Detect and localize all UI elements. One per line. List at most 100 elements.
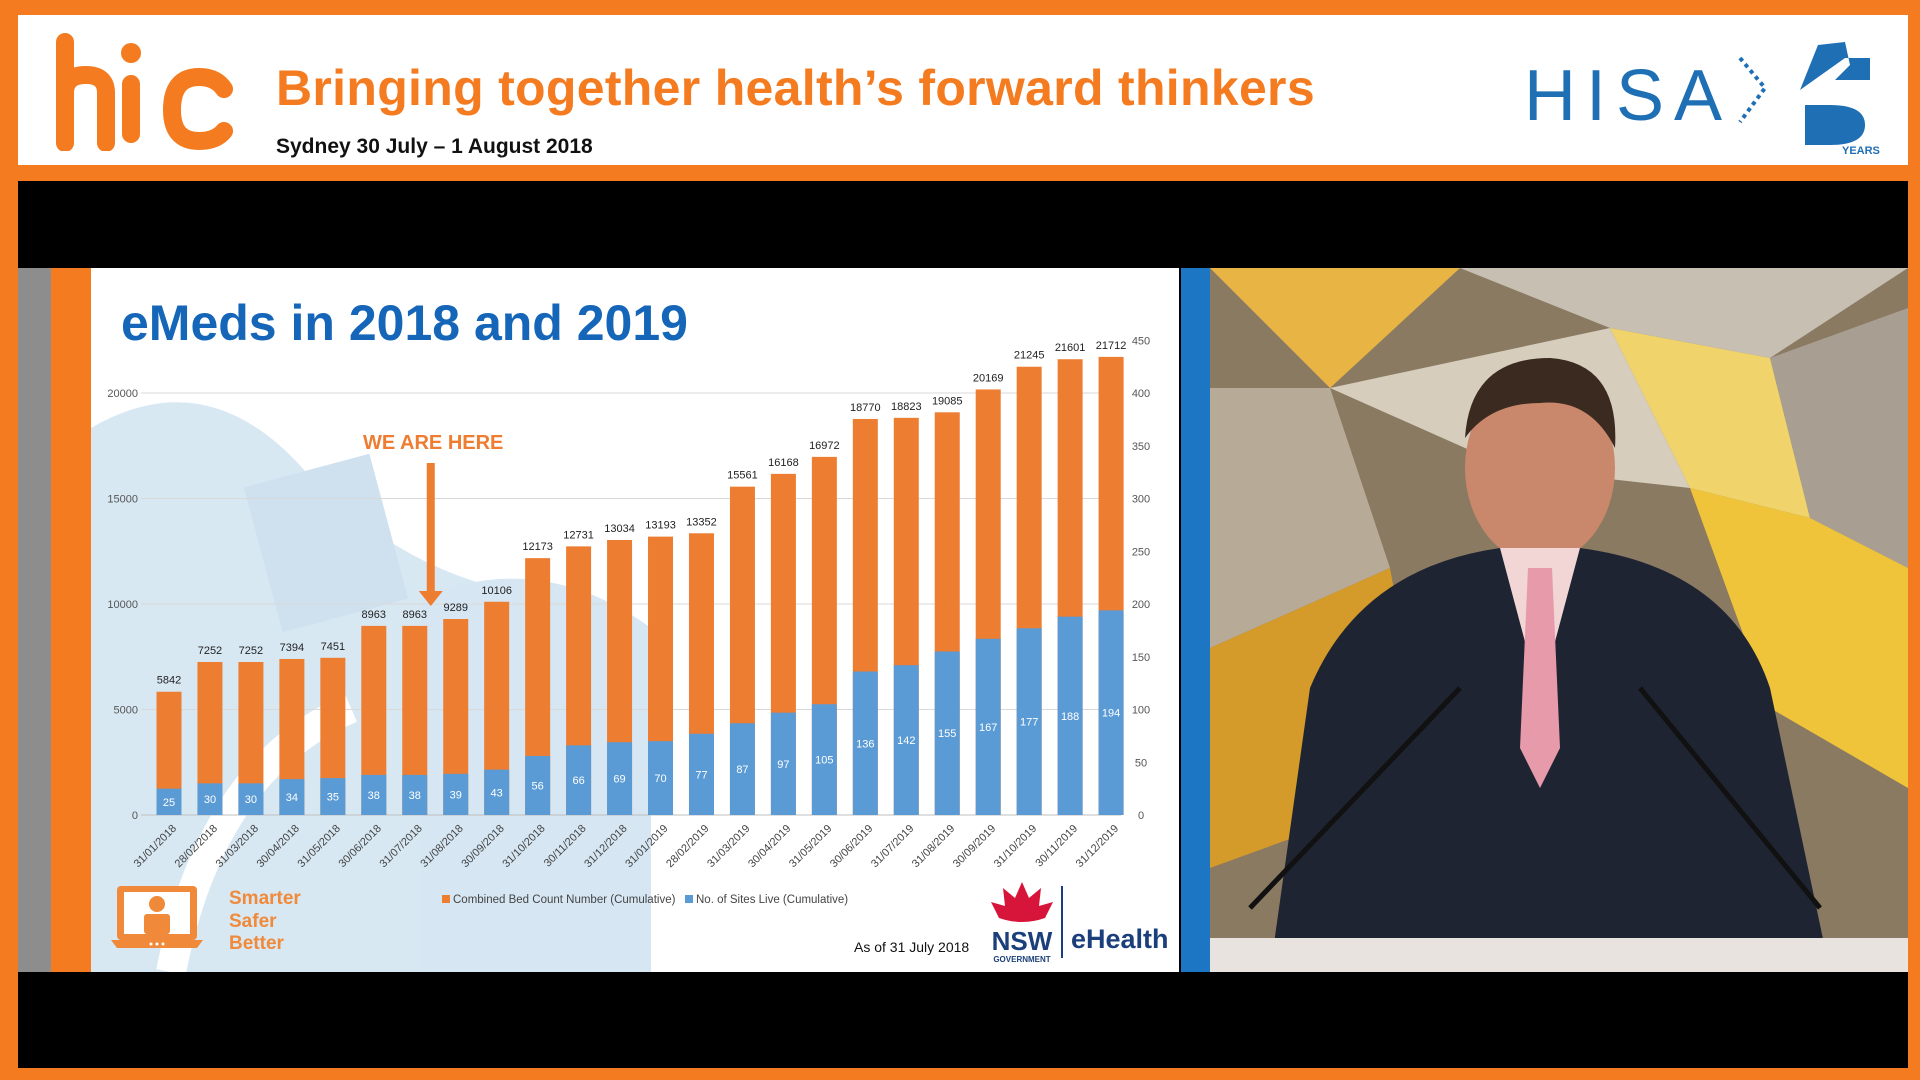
bed-count-label: 9289 [443, 602, 467, 614]
bed-count-label: 16972 [809, 440, 840, 452]
as-of-date: As of 31 July 2018 [854, 939, 970, 955]
y-right-tick-label: 300 [1132, 494, 1150, 506]
bed-count-label: 21712 [1096, 340, 1127, 352]
sites-live-label: 142 [897, 735, 915, 747]
bed-count-label: 8963 [362, 609, 386, 621]
bed-count-label: 7451 [321, 641, 345, 653]
sites-live-bar [279, 779, 305, 815]
y-right-tick-label: 450 [1132, 335, 1150, 347]
x-tick-label: 30/04/2018 [255, 823, 302, 870]
y-left-tick-label: 10000 [107, 599, 138, 611]
sites-live-label: 70 [654, 773, 666, 785]
sites-live-label: 30 [245, 794, 257, 806]
legend-swatch-orange [442, 895, 450, 903]
x-tick-label: 31/03/2018 [214, 823, 261, 870]
sites-live-bar [320, 778, 346, 815]
legend-swatch-blue [685, 895, 693, 903]
y-right-tick-label: 350 [1132, 441, 1150, 453]
sites-live-label: 188 [1061, 711, 1079, 723]
x-tick-label: 31/05/2019 [787, 823, 834, 870]
sites-live-label: 34 [286, 792, 298, 804]
x-tick-label: 31/12/2019 [1074, 823, 1121, 870]
y-right-tick-label: 400 [1132, 388, 1150, 400]
sites-live-bar [934, 651, 960, 815]
sites-live-label: 77 [695, 769, 707, 781]
sites-live-label: 97 [777, 759, 789, 771]
laptop-doctor-icon [111, 886, 203, 948]
y-right-tick-label: 50 [1135, 757, 1147, 769]
sites-live-label: 35 [327, 792, 339, 804]
sites-live-bar [811, 704, 837, 815]
sites-live-bar [852, 671, 878, 815]
ehealth-brand: eHealth [1071, 924, 1169, 954]
y-left-tick-label: 5000 [114, 705, 138, 717]
bed-count-label: 18770 [850, 402, 881, 414]
emeds-chart: 0 5000 10000 15000 20000 0 50 100 150 200 250 300 35… [107, 335, 1150, 870]
x-tick-label: 30/09/2018 [459, 823, 506, 870]
annotation-arrow-shaft [426, 463, 435, 593]
x-tick-label: 30/11/2019 [1033, 823, 1080, 870]
bed-count-label: 7394 [280, 642, 304, 654]
legend-sites-live: No. of Sites Live (Cumulative) [685, 894, 848, 906]
sites-live-bar [197, 783, 223, 815]
y-right-tick-label: 250 [1132, 546, 1150, 558]
x-tick-label: 30/09/2019 [951, 823, 998, 870]
sites-live-label: 105 [815, 755, 833, 767]
logo-divider [1061, 886, 1063, 958]
sites-live-label: 167 [979, 722, 997, 734]
x-tick-label: 28/02/2019 [664, 823, 711, 870]
sites-live-label: 30 [204, 794, 216, 806]
sites-live-label: 38 [409, 790, 421, 802]
slide-edge [18, 268, 51, 972]
x-tick-label: 31/12/2018 [582, 823, 629, 870]
bed-count-label: 10106 [481, 585, 512, 597]
sites-live-bar [729, 723, 755, 815]
y-left-tick-label: 15000 [107, 494, 138, 506]
bed-count-label: 20169 [973, 372, 1004, 384]
bed-count-label: 12731 [563, 529, 594, 541]
legend-sites-label: No. of Sites Live (Cumulative) [696, 894, 849, 906]
bed-count-label: 13352 [686, 516, 717, 528]
slide-title: eMeds in 2018 and 2019 [121, 295, 688, 351]
sites-live-label: 43 [491, 787, 503, 799]
nsw-text: NSW [992, 926, 1053, 956]
legend-bed-label: Combined Bed Count Number (Cumulative) [453, 894, 676, 906]
sites-live-bar [1098, 610, 1124, 815]
bed-count-label: 16168 [768, 457, 799, 469]
y-right-tick-label: 100 [1132, 705, 1150, 717]
x-tick-label: 31/10/2019 [992, 823, 1039, 870]
bed-count-label: 12173 [522, 541, 553, 553]
y-right-tick-label: 200 [1132, 599, 1150, 611]
x-tick-label: 31/07/2018 [377, 823, 424, 870]
nsw-government-logo: NSW GOVERNMENT [991, 882, 1053, 964]
sites-live-bar [1057, 616, 1083, 815]
bed-count-label: 21601 [1055, 342, 1086, 354]
bed-count-label: 15561 [727, 470, 758, 482]
x-tick-label: 31/10/2018 [500, 823, 547, 870]
sites-live-bar [484, 769, 510, 815]
sites-live-label: 38 [368, 790, 380, 802]
conference-banner: Bringing together health’s forward think… [18, 15, 1908, 165]
bed-count-label: 5842 [157, 675, 181, 687]
tagline-better: Better [229, 933, 284, 954]
conference-dates: Sydney 30 July – 1 August 2018 [276, 135, 593, 158]
x-tick-label: 31/08/2018 [418, 823, 465, 870]
y-left-tick-label: 0 [132, 810, 138, 822]
sites-live-label: 69 [613, 774, 625, 786]
sites-live-label: 56 [532, 780, 544, 792]
years-text: YEARS [1842, 145, 1880, 157]
sites-live-bar [156, 788, 182, 815]
sites-live-label: 155 [938, 728, 956, 740]
x-tick-label: 31/01/2019 [623, 823, 670, 870]
sites-live-label: 25 [163, 797, 175, 809]
bed-count-label: 8963 [403, 609, 427, 621]
x-tick-label: 30/11/2018 [542, 823, 589, 870]
x-tick-label: 31/07/2019 [869, 823, 916, 870]
hisa-25-years-logo: HISA YEARS [1524, 42, 1880, 157]
conference-title: Bringing together health’s forward think… [276, 60, 1315, 116]
sites-live-label: 39 [450, 789, 462, 801]
annotation-arrow-head [418, 591, 443, 606]
sites-live-bar [607, 742, 633, 815]
speaker-video [1210, 268, 1908, 972]
sites-live-bar [402, 774, 428, 815]
